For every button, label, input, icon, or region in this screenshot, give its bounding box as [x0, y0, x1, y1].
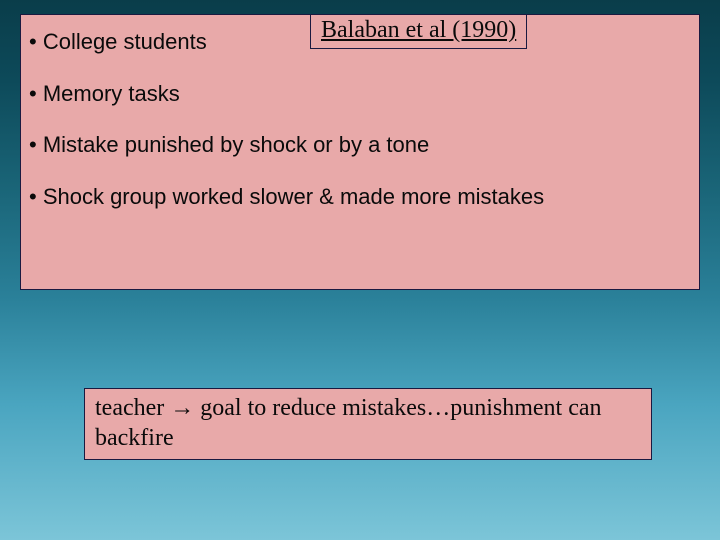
bullet-text: • Shock group worked slower & made more … [29, 184, 544, 209]
bullet-item: • Shock group worked slower & made more … [29, 182, 691, 212]
bullet-text: • College students [29, 27, 207, 57]
citation-text: Balaban et al (1990) [321, 17, 516, 43]
bullet-text: • Mistake punished by shock or by a tone [29, 132, 429, 157]
conclusion-text: teacher → goal to reduce mistakes…punish… [95, 395, 602, 451]
bullet-text: • Memory tasks [29, 81, 180, 106]
conclusion-box: teacher → goal to reduce mistakes…punish… [84, 388, 652, 460]
bullet-item: • Memory tasks [29, 79, 691, 109]
content-box: • College students • Memory tasks • Mist… [20, 14, 700, 290]
slide: • College students • Memory tasks • Mist… [0, 0, 720, 540]
bullet-item: • Mistake punished by shock or by a tone [29, 130, 691, 160]
citation-box: Balaban et al (1990) [310, 14, 527, 49]
